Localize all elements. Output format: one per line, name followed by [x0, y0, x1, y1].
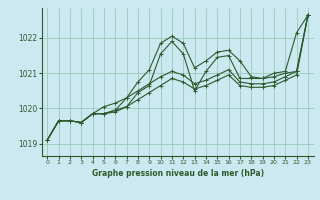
- X-axis label: Graphe pression niveau de la mer (hPa): Graphe pression niveau de la mer (hPa): [92, 169, 264, 178]
